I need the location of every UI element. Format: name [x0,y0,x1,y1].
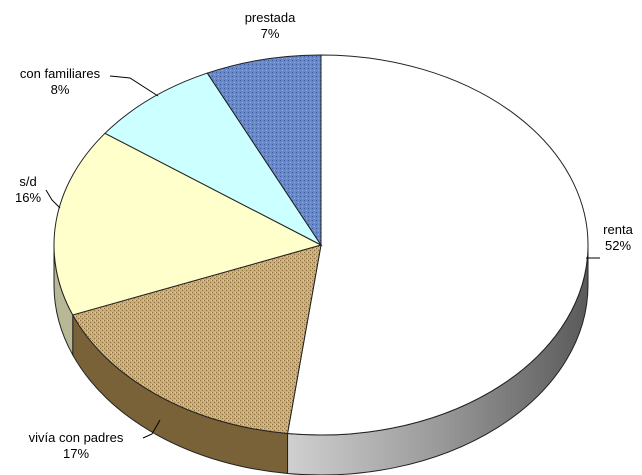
slice-label: prestada [245,10,296,25]
slice-label: con familiares [20,66,101,81]
pie-slice-s-d [53,132,323,316]
pie-tops [53,54,589,436]
pie-slice-con-familiares [104,72,323,247]
leader-line-2 [142,419,161,439]
pie-slice-viv-a-con-padres [72,244,322,435]
slice-percent: 17% [63,446,89,461]
slice-percent: 16% [15,190,41,205]
slice-label: s/d [19,174,36,189]
pie-slice-prestada [206,54,322,247]
leader-line-4 [109,75,159,97]
slice-label: renta [603,222,633,237]
slice-percent: 52% [605,238,631,253]
pie-slice-renta [286,54,589,436]
slice-percent: 7% [261,26,280,41]
slice-label: vivía con padres [29,430,124,445]
slice-percent: 8% [51,82,70,97]
leader-line-3 [45,189,61,209]
